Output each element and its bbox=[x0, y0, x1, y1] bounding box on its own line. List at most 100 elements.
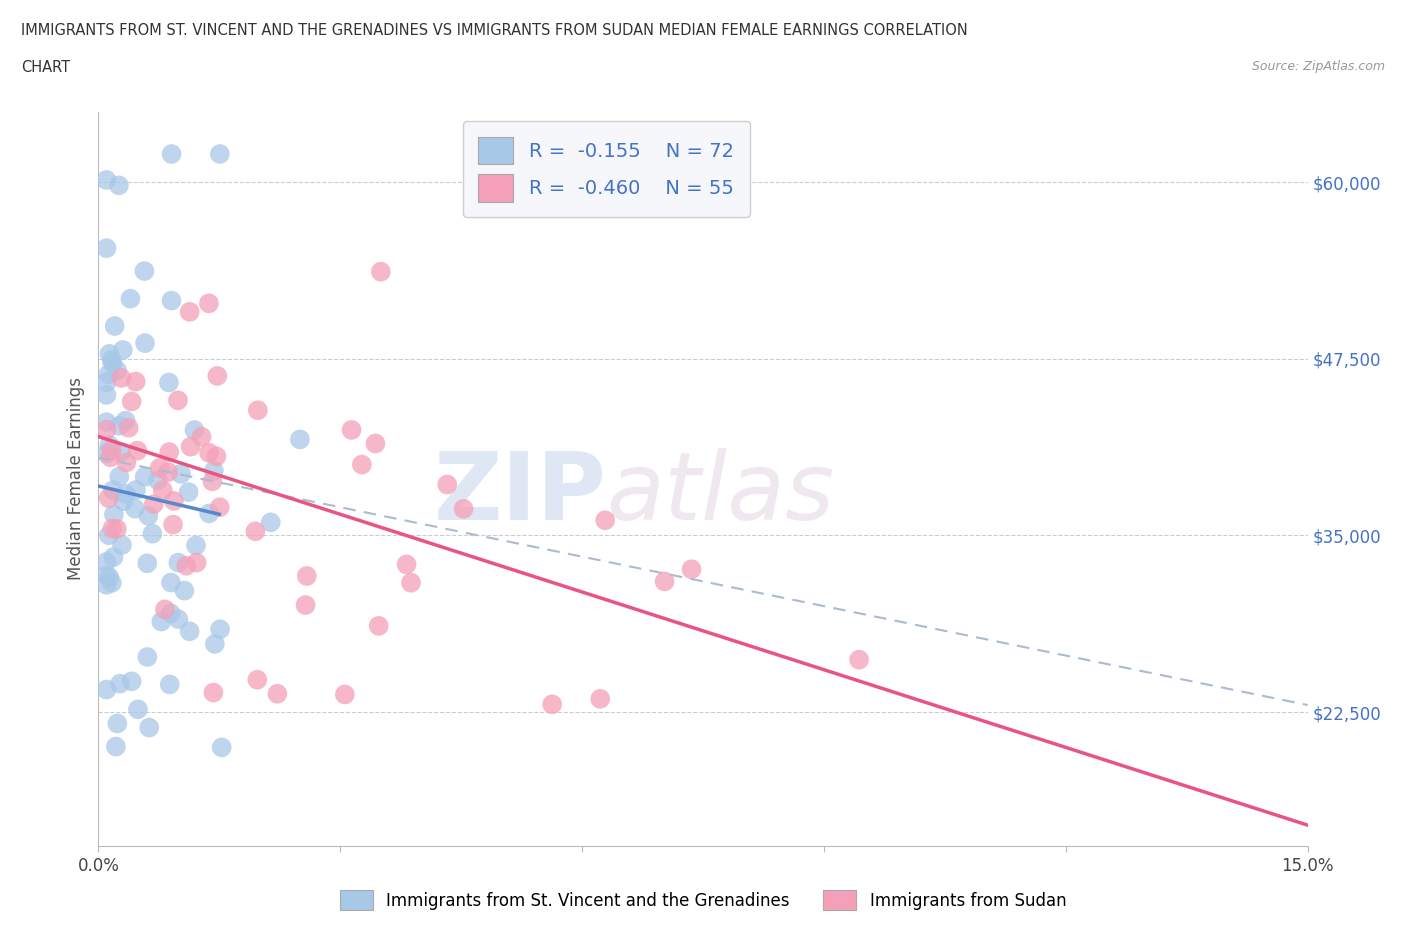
Point bbox=[114, 486, 136, 501]
Point bbox=[180, 439, 202, 454]
Legend: Immigrants from St. Vincent and the Grenadines, Immigrants from Sudan: Immigrants from St. Vincent and the Gren… bbox=[333, 884, 1073, 917]
Point bbox=[173, 583, 195, 598]
Point bbox=[121, 394, 143, 409]
Point bbox=[96, 578, 118, 592]
Point bbox=[288, 432, 311, 446]
Point bbox=[134, 336, 156, 351]
Point bbox=[104, 739, 127, 754]
Point bbox=[97, 491, 120, 506]
Point bbox=[124, 501, 146, 516]
Point bbox=[246, 403, 269, 418]
Point bbox=[134, 263, 156, 278]
Point bbox=[108, 178, 131, 193]
Point bbox=[157, 465, 180, 480]
Point bbox=[211, 740, 233, 755]
Point bbox=[436, 477, 458, 492]
Point bbox=[266, 686, 288, 701]
Point bbox=[152, 483, 174, 498]
Point bbox=[96, 241, 118, 256]
Point bbox=[96, 375, 118, 390]
Point bbox=[114, 413, 136, 428]
Point bbox=[201, 474, 224, 489]
Point bbox=[395, 557, 418, 572]
Point bbox=[112, 494, 135, 509]
Point bbox=[202, 685, 225, 700]
Point bbox=[184, 538, 207, 552]
Point bbox=[453, 501, 475, 516]
Text: ZIP: ZIP bbox=[433, 447, 606, 539]
Point bbox=[205, 449, 228, 464]
Point bbox=[183, 422, 205, 437]
Point bbox=[157, 375, 180, 390]
Point bbox=[186, 555, 208, 570]
Point bbox=[97, 366, 120, 381]
Point bbox=[96, 568, 118, 583]
Point bbox=[245, 524, 267, 538]
Point bbox=[208, 147, 231, 162]
Point bbox=[157, 445, 180, 459]
Point bbox=[108, 418, 131, 433]
Point bbox=[163, 494, 186, 509]
Point bbox=[108, 469, 131, 484]
Point bbox=[198, 506, 221, 521]
Point bbox=[208, 622, 231, 637]
Point bbox=[367, 618, 389, 633]
Point bbox=[207, 368, 229, 383]
Point bbox=[350, 458, 373, 472]
Point bbox=[111, 342, 134, 357]
Point bbox=[136, 556, 159, 571]
Point bbox=[179, 304, 201, 319]
Point bbox=[177, 485, 200, 499]
Point bbox=[120, 291, 142, 306]
Point bbox=[589, 691, 612, 706]
Point bbox=[160, 147, 183, 162]
Point bbox=[96, 388, 118, 403]
Point bbox=[159, 605, 181, 620]
Point bbox=[100, 352, 122, 367]
Point bbox=[96, 415, 118, 430]
Point bbox=[198, 445, 221, 460]
Point bbox=[146, 472, 169, 487]
Point bbox=[96, 446, 118, 461]
Point bbox=[96, 422, 118, 437]
Point bbox=[294, 598, 316, 613]
Point bbox=[370, 264, 392, 279]
Point bbox=[159, 677, 181, 692]
Point bbox=[98, 570, 121, 585]
Point bbox=[153, 602, 176, 617]
Point bbox=[340, 422, 363, 437]
Point bbox=[593, 512, 616, 527]
Y-axis label: Median Female Earnings: Median Female Earnings bbox=[66, 378, 84, 580]
Point bbox=[162, 517, 184, 532]
Point bbox=[138, 720, 160, 735]
Point bbox=[110, 445, 132, 459]
Point bbox=[136, 509, 159, 524]
Point bbox=[103, 507, 125, 522]
Text: atlas: atlas bbox=[606, 448, 835, 539]
Text: IMMIGRANTS FROM ST. VINCENT AND THE GRENADINES VS IMMIGRANTS FROM SUDAN MEDIAN F: IMMIGRANTS FROM ST. VINCENT AND THE GREN… bbox=[21, 23, 967, 38]
Point bbox=[141, 526, 163, 541]
Text: CHART: CHART bbox=[21, 60, 70, 75]
Point bbox=[541, 697, 564, 711]
Point bbox=[136, 649, 159, 664]
Point bbox=[118, 420, 141, 435]
Point bbox=[125, 374, 148, 389]
Point bbox=[127, 702, 149, 717]
Point bbox=[100, 443, 122, 458]
Point bbox=[97, 528, 120, 543]
Point bbox=[681, 562, 703, 577]
Point bbox=[101, 355, 124, 370]
Point bbox=[101, 576, 124, 591]
Point bbox=[202, 463, 225, 478]
Point bbox=[167, 393, 190, 408]
Point bbox=[134, 470, 156, 485]
Point bbox=[98, 438, 121, 453]
Point bbox=[246, 672, 269, 687]
Point bbox=[295, 568, 318, 583]
Point bbox=[108, 676, 131, 691]
Point bbox=[121, 674, 143, 689]
Point bbox=[96, 554, 118, 569]
Point bbox=[179, 624, 201, 639]
Point bbox=[101, 483, 124, 498]
Point bbox=[101, 521, 124, 536]
